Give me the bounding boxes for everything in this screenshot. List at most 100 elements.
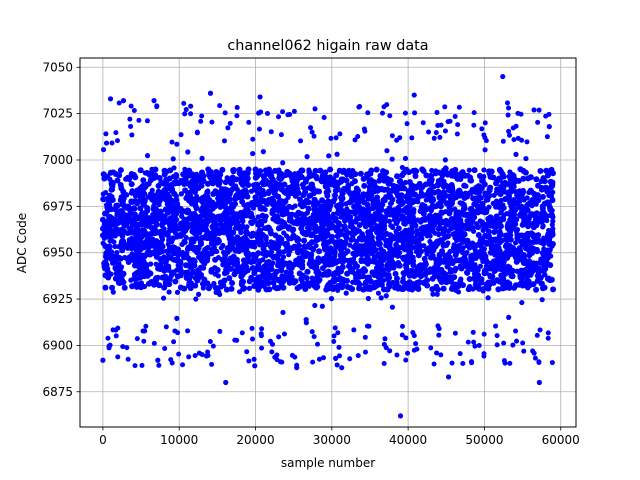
data-point (445, 240, 451, 246)
data-point (188, 241, 194, 247)
data-point (328, 135, 334, 141)
data-point (195, 291, 202, 297)
data-point (158, 179, 165, 186)
data-point (465, 286, 472, 293)
data-point (210, 213, 216, 219)
data-point (513, 151, 519, 157)
data-point (108, 237, 115, 243)
data-point (423, 259, 429, 266)
data-point (197, 197, 204, 203)
data-point (229, 201, 235, 207)
data-point (405, 350, 411, 356)
data-point (427, 266, 433, 272)
data-point (310, 359, 316, 365)
data-point (281, 205, 287, 211)
data-point (315, 341, 321, 347)
data-point (520, 340, 526, 346)
data-point (113, 130, 119, 136)
y-axis-label: ADC Code (15, 213, 29, 273)
data-point (365, 212, 372, 219)
data-point (325, 281, 331, 288)
data-point (419, 191, 426, 197)
data-point (118, 185, 125, 192)
data-point (110, 169, 117, 175)
data-point (371, 255, 378, 261)
data-point (138, 222, 144, 228)
data-point (140, 190, 146, 196)
data-point (207, 283, 213, 289)
data-point (116, 254, 122, 260)
data-point (387, 245, 394, 251)
data-point (221, 138, 227, 144)
data-point (194, 272, 201, 278)
data-point (410, 167, 417, 174)
data-point (262, 206, 268, 213)
data-point (236, 166, 243, 173)
data-point (173, 222, 179, 228)
data-point (535, 219, 542, 225)
data-point (511, 173, 517, 179)
data-point (315, 206, 322, 213)
data-point (467, 206, 474, 213)
data-point (548, 166, 555, 173)
data-point (533, 260, 540, 266)
data-point (266, 179, 272, 185)
data-point (384, 102, 390, 108)
data-point (246, 285, 253, 291)
data-point (225, 192, 231, 198)
data-point (256, 263, 262, 269)
data-point (549, 222, 555, 228)
outlier-point (207, 90, 214, 96)
data-point (471, 339, 477, 345)
data-point (272, 253, 278, 259)
data-point (510, 125, 516, 131)
data-point (156, 175, 163, 182)
data-point (473, 209, 479, 215)
data-point (380, 250, 387, 257)
data-point (182, 176, 188, 182)
data-point (364, 274, 371, 280)
data-point (458, 276, 464, 282)
data-point (209, 119, 215, 125)
data-point (435, 122, 441, 128)
data-point (369, 269, 376, 276)
data-point (539, 285, 546, 292)
data-point (117, 167, 124, 174)
data-point (103, 131, 109, 137)
data-point (549, 179, 556, 186)
data-point (350, 237, 356, 243)
data-point (365, 286, 371, 292)
data-point (129, 283, 136, 290)
data-point (515, 110, 521, 116)
data-point (160, 244, 166, 250)
data-point (311, 283, 318, 290)
data-point (292, 354, 298, 360)
data-point (162, 216, 168, 223)
data-point (420, 224, 426, 230)
data-point (449, 360, 455, 366)
data-point (325, 186, 331, 192)
data-point (160, 295, 167, 301)
data-point (488, 245, 494, 252)
data-point (452, 206, 458, 212)
data-point (112, 233, 118, 239)
data-point (142, 170, 148, 176)
data-point (465, 339, 471, 345)
data-point (403, 335, 409, 341)
data-point (108, 180, 114, 186)
data-point (237, 289, 243, 295)
data-point (415, 217, 421, 223)
data-point (267, 170, 274, 177)
data-point (240, 240, 246, 247)
data-point (256, 185, 263, 191)
data-point (514, 268, 520, 274)
data-point (263, 213, 269, 219)
data-point (215, 170, 222, 177)
data-point (141, 338, 147, 344)
data-point (405, 204, 412, 210)
x-tick-label: 30000 (313, 433, 351, 447)
data-point (149, 166, 155, 172)
data-point (120, 344, 126, 350)
data-point (344, 214, 350, 220)
data-point (521, 260, 527, 266)
